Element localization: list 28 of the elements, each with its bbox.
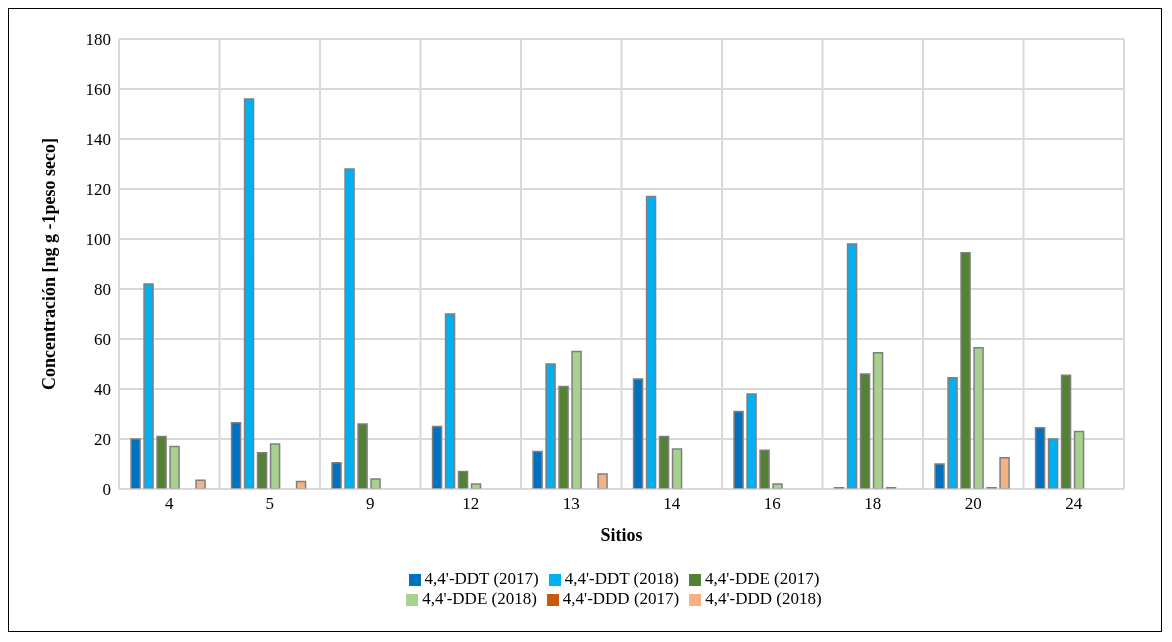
y-tick-label: 0 [102,480,111,500]
x-tick-label: 18 [864,494,882,514]
y-tick-label: 60 [94,330,111,350]
x-tick-label: 9 [366,494,375,514]
x-tick-label: 12 [462,494,480,514]
x-axis-title: Sitios [600,525,643,545]
x-tick-label: 14 [663,494,681,514]
x-tick-label: 4 [165,494,174,514]
y-tick-label: 40 [94,380,111,400]
x-tick-label: 16 [763,494,781,514]
y-tick-label: 120 [85,180,111,200]
legend-label: 4,4'-DDD (2017) [562,589,680,608]
y-tick-label: 80 [94,280,111,300]
y-tick-label: 100 [85,230,111,250]
y-tick-label: 160 [85,80,111,100]
y-axis-title: Concentración [ng g -1peso seco] [39,138,60,390]
x-tick-label: 20 [964,494,982,514]
y-tick-label: 140 [85,130,111,150]
legend-label: 4,4'-DDT (2018) [564,569,679,588]
x-tick-label: 13 [562,494,580,514]
y-tick-label: 180 [85,30,111,50]
y-tick-label: 20 [94,430,111,450]
legend-label: 4,4'-DDE (2017) [704,569,820,588]
legend-label: 4,4'-DDE (2018) [422,589,537,608]
legend-label: 4,4'-DDD (2018) [705,589,822,608]
legend-label: 4,4'-DDT (2017) [424,569,539,588]
x-tick-label: 5 [265,494,274,514]
x-tick-label: 24 [1065,494,1083,514]
